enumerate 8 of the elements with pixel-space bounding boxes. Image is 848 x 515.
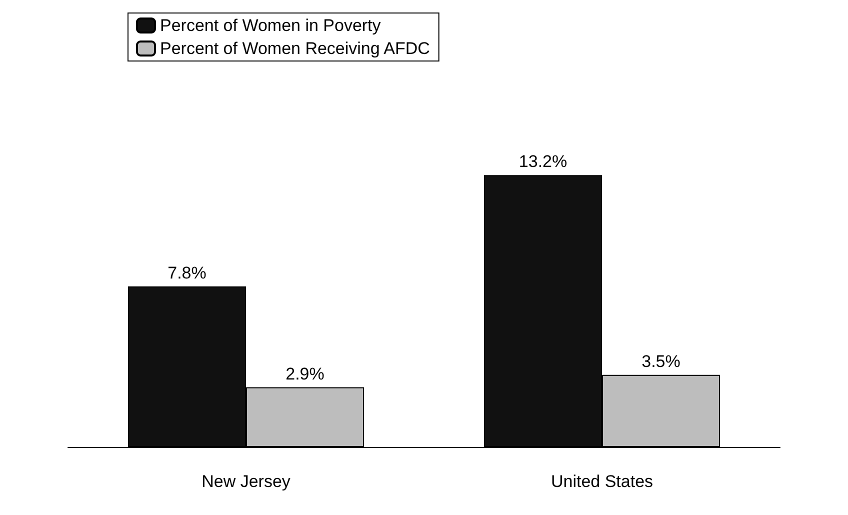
data-label: 3.5% bbox=[642, 352, 680, 371]
data-label: 13.2% bbox=[518, 152, 568, 172]
legend-label: Percent of Women in Poverty bbox=[160, 16, 382, 35]
x-tick-label: United States bbox=[550, 472, 654, 491]
x-tick-label: New Jersey bbox=[202, 472, 291, 491]
data-label: 2.9% bbox=[286, 364, 324, 384]
legend-label: Percent of Women Receiving AFDC bbox=[160, 39, 430, 58]
data-label: 7.8% bbox=[168, 263, 206, 282]
